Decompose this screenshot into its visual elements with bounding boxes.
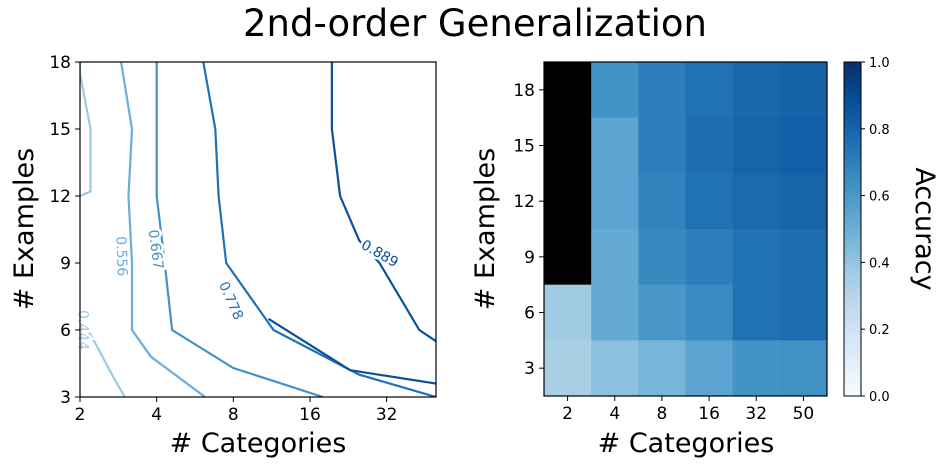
heatmap-cell bbox=[638, 62, 686, 119]
heatmap-cell bbox=[685, 284, 734, 341]
x-axis-label: # Categories bbox=[598, 428, 775, 459]
contour-line bbox=[155, 62, 324, 397]
heatmap-cell bbox=[638, 173, 686, 230]
heatmap-cell bbox=[732, 229, 781, 286]
heatmap-cells bbox=[544, 62, 828, 397]
y-axis-label: # Examples bbox=[9, 148, 40, 310]
y-tick-label: 15 bbox=[49, 120, 71, 140]
y-axis-label: # Examples bbox=[470, 148, 501, 310]
heatmap-cell bbox=[685, 229, 734, 286]
axis-ticks: 2 4 8 16 32 3 6 9 12 15 18 bbox=[49, 53, 397, 425]
contour-line bbox=[80, 62, 92, 198]
colorbar-tick-label: 0.6 bbox=[869, 190, 890, 205]
heatmap-cell bbox=[779, 117, 828, 174]
x-tick-label: 4 bbox=[609, 404, 620, 424]
colorbar-tick-label: 0.8 bbox=[869, 123, 890, 138]
contour-label: 0.444 bbox=[75, 310, 91, 350]
heatmap-cell bbox=[591, 284, 639, 341]
y-tick-label: 6 bbox=[524, 304, 535, 324]
y-tick-label: 15 bbox=[513, 137, 535, 157]
contour-line bbox=[120, 62, 206, 397]
y-tick-label: 3 bbox=[524, 359, 535, 379]
x-tick-label: 4 bbox=[151, 405, 162, 425]
plot-frame bbox=[543, 61, 828, 397]
heatmap-cell bbox=[591, 62, 639, 119]
contour-lines bbox=[80, 62, 436, 397]
x-tick-label: 16 bbox=[698, 404, 720, 424]
heatmap-cell bbox=[732, 117, 781, 174]
y-tick-label: 6 bbox=[60, 321, 71, 341]
heatmap-cell bbox=[779, 229, 828, 286]
heatmap-cell bbox=[544, 62, 592, 119]
axis-ticks: 2 4 8 16 32 50 18 15 12 9 6 3 bbox=[513, 81, 814, 424]
contour-label: 0.556 bbox=[112, 236, 129, 277]
heatmap-cell bbox=[638, 117, 686, 174]
contour-label: 0.889 bbox=[358, 237, 401, 271]
heatmap-cell bbox=[544, 229, 592, 286]
x-tick-label: 16 bbox=[299, 405, 321, 425]
x-tick-label: 2 bbox=[75, 405, 86, 425]
y-tick-label: 3 bbox=[60, 388, 71, 408]
y-tick-label: 12 bbox=[49, 187, 71, 207]
x-tick-label: 50 bbox=[793, 404, 815, 424]
heatmap-cell bbox=[638, 284, 686, 341]
heatmap-cell bbox=[732, 284, 781, 341]
plot-frame bbox=[79, 61, 437, 398]
x-tick-label: 8 bbox=[657, 404, 668, 424]
colorbar: 0.0 0.2 0.4 0.6 0.8 1.0 Accuracy bbox=[843, 56, 940, 405]
heatmap-cell bbox=[779, 340, 828, 397]
heatmap-cell bbox=[591, 173, 639, 230]
heatmap-cell bbox=[544, 117, 592, 174]
x-tick-label: 32 bbox=[745, 404, 767, 424]
heatmap-cell bbox=[732, 173, 781, 230]
heatmap-cell bbox=[544, 284, 592, 341]
x-tick-label: 2 bbox=[562, 404, 573, 424]
heatmap-cell bbox=[685, 62, 734, 119]
heatmap-cell bbox=[732, 62, 781, 119]
heatmap-cell bbox=[638, 340, 686, 397]
colorbar-tick-label: 0.4 bbox=[869, 256, 890, 271]
heatmap-cell bbox=[591, 340, 639, 397]
heatmap-cell bbox=[685, 340, 734, 397]
colorbar-tick-label: 0.2 bbox=[869, 323, 890, 338]
contour-line bbox=[80, 318, 126, 397]
heatmap-cell bbox=[638, 229, 686, 286]
heatmap-cell bbox=[544, 340, 592, 397]
y-tick-label: 9 bbox=[524, 248, 535, 268]
colorbar-gradient bbox=[843, 61, 862, 397]
heatmap-cell bbox=[685, 173, 734, 230]
x-tick-label: 32 bbox=[376, 405, 398, 425]
y-tick-label: 18 bbox=[49, 53, 71, 73]
chart-title: 2nd-order Generalization bbox=[243, 2, 707, 45]
contour-label: 0.667 bbox=[145, 229, 166, 271]
y-tick-label: 9 bbox=[60, 254, 71, 274]
colorbar-tick-label: 1.0 bbox=[869, 56, 890, 71]
heatmap-cell bbox=[732, 340, 781, 397]
heatmap-cell bbox=[591, 117, 639, 174]
heatmap-cell bbox=[544, 173, 592, 230]
heatmap-chart: 2 4 8 16 32 50 18 15 12 9 6 3 # Categories # Exampl… bbox=[470, 61, 828, 459]
colorbar-tick-label: 0.0 bbox=[869, 390, 890, 405]
heatmap-cell bbox=[779, 284, 828, 341]
contour-line bbox=[330, 62, 436, 343]
contour-line bbox=[202, 62, 436, 397]
heatmap-cell bbox=[779, 62, 828, 119]
colorbar-ticks: 0.0 0.2 0.4 0.6 0.8 1.0 bbox=[861, 56, 890, 405]
y-tick-label: 18 bbox=[513, 81, 535, 101]
heatmap-cell bbox=[685, 117, 734, 174]
x-axis-label: # Categories bbox=[170, 428, 347, 459]
colorbar-label: Accuracy bbox=[909, 167, 940, 290]
contour-line bbox=[267, 317, 436, 385]
x-tick-label: 8 bbox=[228, 405, 239, 425]
y-tick-label: 12 bbox=[513, 192, 535, 212]
heatmap-cell bbox=[591, 229, 639, 286]
heatmap-cell bbox=[779, 173, 828, 230]
